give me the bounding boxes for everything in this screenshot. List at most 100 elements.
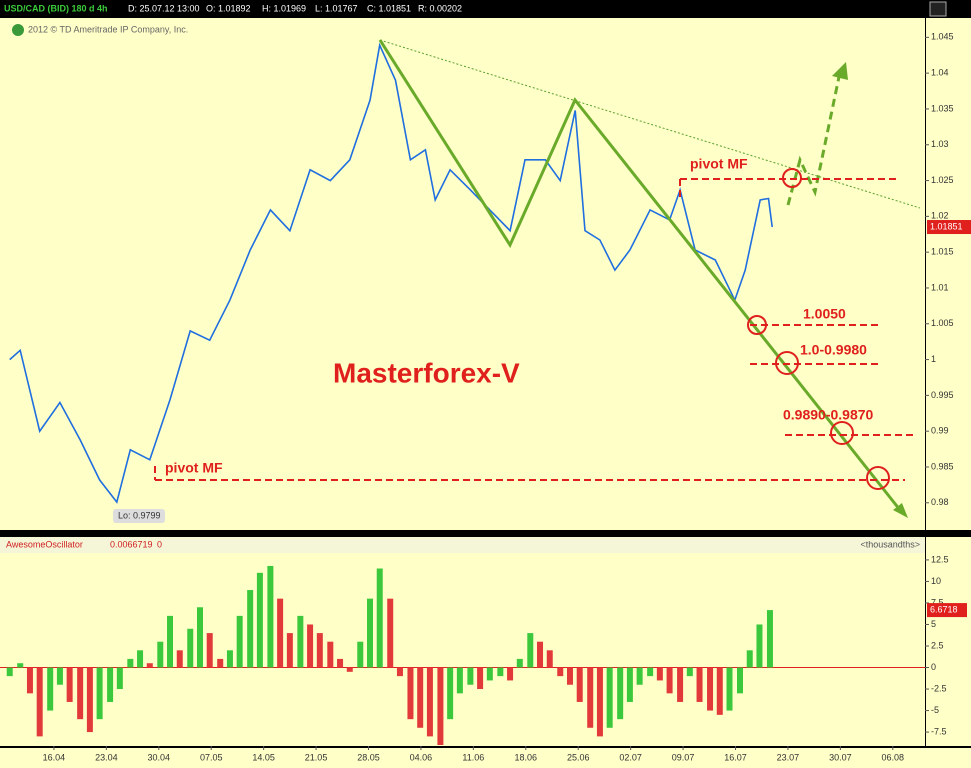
range: R: 0.00202 (418, 3, 462, 13)
y-tick-label: 1.02 (931, 211, 949, 221)
y-tick-label: 0.98 (931, 497, 949, 507)
y-tick-label: 1.03 (931, 139, 949, 149)
osc-panel (0, 553, 925, 746)
annotations (154, 39, 921, 518)
y-tick-label: 10 (931, 576, 941, 586)
high: H: 1.01969 (262, 3, 306, 13)
osc-bar (56, 667, 63, 685)
osc-bar (437, 667, 444, 745)
pivot-label: pivot MF (165, 460, 223, 476)
x-tick-label: 25.06 (567, 752, 590, 762)
x-tick-label: 14.05 (252, 752, 275, 762)
osc-bar (206, 633, 213, 668)
y-tick-label: -5 (931, 705, 939, 715)
price-line (9, 42, 773, 504)
x-tick-label: 23.07 (777, 752, 800, 762)
osc-bar (417, 667, 424, 728)
osc-offset: 0 (157, 539, 162, 549)
x-tick-label: 02.07 (619, 752, 642, 762)
info-icon[interactable] (12, 24, 24, 36)
osc-bar (367, 598, 373, 668)
watermark: Masterforex-V (333, 357, 520, 388)
osc-bar (236, 615, 243, 668)
osc-units: <thousandths> (860, 539, 920, 549)
osc-bar (66, 667, 73, 702)
osc-bar (387, 598, 394, 668)
x-tick-label: 11.06 (462, 752, 484, 762)
osc-bar (537, 641, 544, 668)
copyright: 2012 © TD Ameritrade IP Company, Inc. (28, 24, 188, 34)
osc-bar (77, 667, 84, 720)
osc-bar (337, 658, 344, 668)
osc-bar (116, 667, 123, 690)
osc-bar (626, 667, 633, 702)
last-price-box (927, 220, 971, 235)
osc-bar (26, 667, 33, 694)
y-tick-label: 1 (931, 354, 936, 364)
last-price: 1.01851 (930, 221, 963, 231)
y-tick-label: 1.045 (931, 32, 954, 42)
target-circle (747, 315, 767, 335)
osc-bar (456, 667, 463, 694)
osc-bar (167, 615, 174, 668)
osc-bar (127, 658, 134, 668)
osc-bar (726, 667, 733, 711)
y-tick-label: -7.5 (931, 726, 947, 736)
osc-bar (576, 667, 583, 702)
osc-bar (447, 667, 454, 720)
pivot-label: pivot MF (690, 156, 748, 172)
osc-bar (107, 667, 114, 702)
x-tick-label: 04.06 (410, 752, 433, 762)
price-axis (926, 18, 971, 530)
osc-bar (346, 667, 353, 672)
osc-bar (286, 633, 293, 668)
osc-bar (86, 667, 93, 733)
x-tick-label: 30.07 (829, 752, 852, 762)
wave-line (378, 39, 902, 511)
osc-bar (267, 565, 274, 668)
osc-bar (247, 590, 254, 668)
osc-bar (157, 641, 164, 668)
osc-bar (756, 624, 763, 668)
osc-bar (617, 667, 624, 720)
osc-bar (426, 667, 433, 737)
low-box (113, 509, 165, 523)
osc-bar (137, 650, 144, 668)
osc-bar (656, 667, 663, 681)
osc-bar (316, 633, 323, 668)
price-panel (0, 18, 925, 530)
toolbar-icon[interactable] (929, 1, 947, 17)
level-label: 0.9890-0.9870 (783, 407, 874, 423)
y-tick-label: 12.5 (931, 554, 949, 564)
osc-bar (196, 607, 203, 668)
x-tick-label: 23.04 (95, 752, 118, 762)
low-label: Lo: 0.9799 (118, 510, 161, 520)
target-circle (830, 421, 854, 445)
open: O: 1.01892 (206, 3, 251, 13)
osc-bar (516, 658, 523, 668)
osc-bar (497, 667, 504, 677)
y-tick-label: 1.035 (931, 103, 954, 113)
y-tick-label: 1.015 (931, 247, 954, 257)
target-circle (866, 466, 890, 490)
osc-title: AwesomeOscillator (6, 539, 83, 549)
osc-bar (666, 667, 673, 694)
y-tick-label: -2.5 (931, 683, 947, 693)
osc-bar (6, 667, 13, 677)
y-tick-label: 0.985 (931, 461, 954, 471)
osc-bar (587, 667, 594, 728)
osc-bar (217, 658, 224, 668)
close: C: 1.01851 (367, 3, 411, 13)
level-label: 1.0050 (803, 306, 846, 322)
last-value-box (927, 603, 967, 618)
x-tick-label: 09.07 (672, 752, 695, 762)
osc-bar (226, 650, 233, 668)
y-tick-label: 0 (931, 662, 936, 672)
y-tick-label: 1.025 (931, 175, 954, 185)
osc-bar (36, 667, 43, 737)
x-tick-label: 16.04 (43, 752, 66, 762)
osc-bar (766, 610, 773, 668)
osc-bar (396, 667, 403, 677)
osc-bar (647, 667, 654, 677)
